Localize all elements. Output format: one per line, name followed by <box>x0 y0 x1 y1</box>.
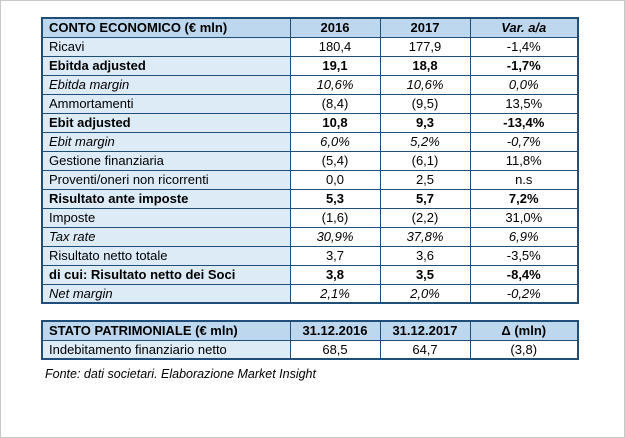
row-label: Ebitda adjusted <box>41 55 291 76</box>
table-header-row: STATO PATRIMONIALE (€ mln) 31.12.2016 31… <box>41 320 579 341</box>
table-spacer <box>41 304 579 320</box>
col-header-2017: 2017 <box>379 17 471 38</box>
value-var: -0,2% <box>469 283 579 304</box>
value-2017: (9,5) <box>379 93 471 114</box>
value-2017: 5,2% <box>379 131 471 152</box>
value-2016: 180,4 <box>289 36 381 57</box>
value-2016: 10,6% <box>289 74 381 95</box>
value-2016: 19,1 <box>289 55 381 76</box>
table-row: Ammortamenti (8,4) (9,5) 13,5% <box>41 93 579 114</box>
table-row: di cui: Risultato netto dei Soci 3,8 3,5… <box>41 264 579 285</box>
row-label: Ricavi <box>41 36 291 57</box>
source-note: Fonte: dati societari. Elaborazione Mark… <box>45 367 316 381</box>
row-label: Risultato ante imposte <box>41 188 291 209</box>
row-label: Net margin <box>41 283 291 304</box>
table-row: Ricavi 180,4 177,9 -1,4% <box>41 36 579 57</box>
table-row: Proventi/oneri non ricorrenti 0,0 2,5 n.… <box>41 169 579 190</box>
value-2017: 10,6% <box>379 74 471 95</box>
col-header-31-12-2017: 31.12.2017 <box>379 320 471 341</box>
row-label: Gestione finanziaria <box>41 150 291 171</box>
table-row: Ebit adjusted 10,8 9,3 -13,4% <box>41 112 579 133</box>
value-2017: 18,8 <box>379 55 471 76</box>
value-2017: 5,7 <box>379 188 471 209</box>
col-header-var: Var. a/a <box>469 17 579 38</box>
col-header-31-12-2016: 31.12.2016 <box>289 320 381 341</box>
value-2017: 64,7 <box>379 339 471 360</box>
value-2017: 37,8% <box>379 226 471 247</box>
value-var: -0,7% <box>469 131 579 152</box>
table-row: Indebitamento finanziario netto 68,5 64,… <box>41 339 579 360</box>
row-label: Imposte <box>41 207 291 228</box>
value-var: 6,9% <box>469 226 579 247</box>
row-label: Ebit margin <box>41 131 291 152</box>
value-2016: (5,4) <box>289 150 381 171</box>
row-label: Tax rate <box>41 226 291 247</box>
value-2016: (1,6) <box>289 207 381 228</box>
value-2016: 3,7 <box>289 245 381 266</box>
value-2016: 68,5 <box>289 339 381 360</box>
value-2016: 3,8 <box>289 264 381 285</box>
table-row: Ebitda margin 10,6% 10,6% 0,0% <box>41 74 579 95</box>
value-2017: 2,0% <box>379 283 471 304</box>
table-row: Ebit margin 6,0% 5,2% -0,7% <box>41 131 579 152</box>
value-var: -1,4% <box>469 36 579 57</box>
table-row: Gestione finanziaria (5,4) (6,1) 11,8% <box>41 150 579 171</box>
col-header-2016: 2016 <box>289 17 381 38</box>
value-var: 13,5% <box>469 93 579 114</box>
table-row: Risultato netto totale 3,7 3,6 -3,5% <box>41 245 579 266</box>
stato-title: STATO PATRIMONIALE (€ mln) <box>41 320 291 341</box>
value-2017: 9,3 <box>379 112 471 133</box>
value-2017: 3,5 <box>379 264 471 285</box>
row-label: di cui: Risultato netto dei Soci <box>41 264 291 285</box>
value-delta: (3,8) <box>469 339 579 360</box>
value-var: -13,4% <box>469 112 579 133</box>
row-label: Risultato netto totale <box>41 245 291 266</box>
value-2016: 0,0 <box>289 169 381 190</box>
value-2017: 177,9 <box>379 36 471 57</box>
value-2016: 6,0% <box>289 131 381 152</box>
conto-title: CONTO ECONOMICO (€ mln) <box>41 17 291 38</box>
value-var: -3,5% <box>469 245 579 266</box>
table-header-row: CONTO ECONOMICO (€ mln) 2016 2017 Var. a… <box>41 17 579 38</box>
value-var: 7,2% <box>469 188 579 209</box>
value-2016: 2,1% <box>289 283 381 304</box>
table-row: Ebitda adjusted 19,1 18,8 -1,7% <box>41 55 579 76</box>
table-row: Imposte (1,6) (2,2) 31,0% <box>41 207 579 228</box>
value-2017: 3,6 <box>379 245 471 266</box>
row-label: Ebit adjusted <box>41 112 291 133</box>
value-var: -1,7% <box>469 55 579 76</box>
value-var: 31,0% <box>469 207 579 228</box>
row-label: Ebitda margin <box>41 74 291 95</box>
value-2017: 2,5 <box>379 169 471 190</box>
value-2016: (8,4) <box>289 93 381 114</box>
conto-economico-table: CONTO ECONOMICO (€ mln) 2016 2017 Var. a… <box>41 17 579 304</box>
value-2017: (2,2) <box>379 207 471 228</box>
value-2016: 30,9% <box>289 226 381 247</box>
row-label: Indebitamento finanziario netto <box>41 339 291 360</box>
value-var: -8,4% <box>469 264 579 285</box>
row-label: Ammortamenti <box>41 93 291 114</box>
stato-patrimoniale-table: STATO PATRIMONIALE (€ mln) 31.12.2016 31… <box>41 320 579 360</box>
value-2017: (6,1) <box>379 150 471 171</box>
value-var: 11,8% <box>469 150 579 171</box>
table-row: Tax rate 30,9% 37,8% 6,9% <box>41 226 579 247</box>
value-2016: 10,8 <box>289 112 381 133</box>
col-header-delta: Δ (mln) <box>469 320 579 341</box>
report-content: CONTO ECONOMICO (€ mln) 2016 2017 Var. a… <box>41 17 579 381</box>
row-label: Proventi/oneri non ricorrenti <box>41 169 291 190</box>
value-2016: 5,3 <box>289 188 381 209</box>
value-var: n.s <box>469 169 579 190</box>
table-row: Risultato ante imposte 5,3 5,7 7,2% <box>41 188 579 209</box>
value-var: 0,0% <box>469 74 579 95</box>
table-row: Net margin 2,1% 2,0% -0,2% <box>41 283 579 304</box>
